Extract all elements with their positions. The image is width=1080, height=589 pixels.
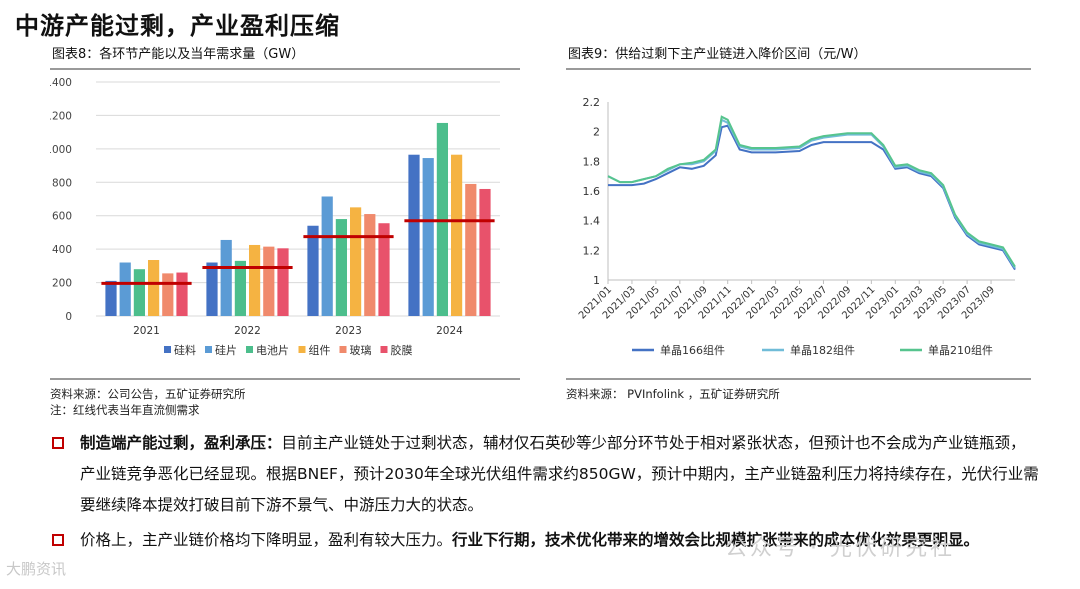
bar-组件 xyxy=(451,154,463,316)
x-tick-label: 2022 xyxy=(234,325,261,337)
bullet-text: 目前主产业链处于过剩状态，辅材仅石英砂等少部分环节处于相对紧张状态，但预计也不会… xyxy=(80,434,1039,514)
y-tick-label: 1.8 xyxy=(583,155,601,168)
series-line-单晶210组件 xyxy=(607,115,1016,268)
y-tick-label: 1.2 xyxy=(583,244,601,257)
bar-硅片 xyxy=(321,196,333,316)
bullet-lead: 制造端产能过剩，盈利承压： xyxy=(80,434,282,452)
series-line-单晶166组件 xyxy=(608,124,1016,271)
y-tick-label: 1400 xyxy=(50,77,72,89)
bar-组件 xyxy=(350,207,362,316)
x-tick-label: 2023 xyxy=(335,325,362,337)
page-title: 中游产能过剩，产业盈利压缩 xyxy=(15,12,340,40)
legend-label: 玻璃 xyxy=(350,343,372,357)
legend-swatch xyxy=(164,346,171,353)
y-tick-label: 1.6 xyxy=(583,185,601,198)
y-tick-label: 400 xyxy=(52,244,72,256)
y-tick-label: 800 xyxy=(52,177,72,189)
bar-硅料 xyxy=(307,225,319,316)
legend-swatch xyxy=(339,346,347,353)
bar-玻璃 xyxy=(263,246,275,316)
legend-swatch xyxy=(380,346,388,353)
legend-label: 硅料 xyxy=(174,343,196,357)
capacity-chart-source: 资料来源：公司公告，五矿证券研究所 xyxy=(50,387,246,401)
capacity-chart-footnotes: 资料来源：公司公告，五矿证券研究所 注：红线代表当年直流侧需求 xyxy=(50,378,520,418)
bar-硅片 xyxy=(422,158,434,316)
y-tick-label: 1.4 xyxy=(583,215,601,228)
x-tick-label: 2024 xyxy=(436,325,463,337)
series-line-单晶182组件 xyxy=(607,118,1016,269)
bullet-list: 制造端产能过剩，盈利承压：目前主产业链处于过剩状态，辅材仅石英砂等少部分环节处于… xyxy=(50,428,1040,556)
price-chart-footnotes: 资料来源： PVInfolink ，五矿证券研究所 xyxy=(566,378,1031,402)
bullet-tail: 行业下行期，技术优化带来的增效会比规模扩张带来的成本优化效果更明显。 xyxy=(452,531,980,549)
legend-label: 单晶210组件 xyxy=(928,343,993,357)
price-chart-panel: 图表9：供给过剩下主产业链进入降价区间（元/W） 1 1.2 1.4 1.6 1.8 2 2… xyxy=(566,44,1031,376)
watermark-right: 公众号 · 光伏研究社 xyxy=(725,536,955,561)
y-tick-label: 600 xyxy=(52,211,72,223)
legend-label: 组件 xyxy=(309,343,331,357)
bullet-marker xyxy=(52,437,64,449)
capacity-chart-note: 注：红线代表当年直流侧需求 xyxy=(50,403,200,417)
bar-胶膜 xyxy=(378,223,390,316)
y-tick-label: 200 xyxy=(52,278,72,290)
bar-硅片 xyxy=(119,262,131,316)
bar-组件 xyxy=(148,260,160,316)
legend-swatch xyxy=(298,346,306,353)
price-chart-source: 资料来源： PVInfolink ，五矿证券研究所 xyxy=(566,387,780,401)
bar-玻璃 xyxy=(162,273,174,316)
legend-label: 单晶166组件 xyxy=(660,343,725,357)
bar-硅料 xyxy=(105,280,117,316)
legend-label: 电池片 xyxy=(256,344,289,357)
bar-胶膜 xyxy=(176,272,188,316)
bar-胶膜 xyxy=(479,188,491,316)
y-tick-label: 1 xyxy=(593,274,600,287)
price-line-chart: 11.21.41.61.822.22021/012021/032021/0520… xyxy=(577,96,1016,357)
legend-swatch xyxy=(246,346,253,353)
bar-硅片 xyxy=(220,239,232,316)
legend-label: 单晶182组件 xyxy=(790,343,855,357)
y-tick-label: 0 xyxy=(65,311,72,323)
y-tick-label: 1000 xyxy=(50,144,72,156)
bullet-overcapacity: 制造端产能过剩，盈利承压：目前主产业链处于过剩状态，辅材仅石英砂等少部分环节处于… xyxy=(50,428,1040,521)
y-tick-label: 2.2 xyxy=(583,96,601,109)
bullet-text: 价格上，主产业链价格均下降明显，盈利有较大压力。 xyxy=(80,531,453,549)
bar-电池片 xyxy=(335,219,347,316)
bar-组件 xyxy=(249,244,261,316)
bullet-price: 价格上，主产业链价格均下降明显，盈利有较大压力。行业下行期，技术优化带来的增效会… xyxy=(50,525,1040,556)
watermark-left: 大鹏资讯 xyxy=(6,560,67,578)
legend-label: 胶膜 xyxy=(391,343,413,357)
legend-label: 硅片 xyxy=(215,344,237,357)
y-tick-label: 2 xyxy=(593,126,600,139)
bar-电池片 xyxy=(234,260,246,316)
price-chart-heading: 图表9：供给过剩下主产业链进入降价区间（元/W） xyxy=(566,44,1031,70)
bar-玻璃 xyxy=(364,214,376,316)
capacity-bar-chart: 0 200 400 600 800 1000 1200 1400 2021 2022 2023 202… xyxy=(45,77,500,357)
y-tick-label: 1200 xyxy=(50,110,72,122)
capacity-chart-heading: 图表8：各环节产能以及当年需求量（GW） xyxy=(50,44,520,70)
bar-电池片 xyxy=(133,269,145,316)
bar-玻璃 xyxy=(465,183,477,316)
bullet-marker xyxy=(52,534,64,546)
bar-硅料 xyxy=(206,262,218,316)
bar-胶膜 xyxy=(277,248,289,316)
bar-硅料 xyxy=(408,154,420,316)
capacity-chart-panel: 图表8：各环节产能以及当年需求量（GW） 0 200 400 600 800 1000 12… xyxy=(45,44,520,376)
legend-swatch xyxy=(205,346,212,353)
x-tick-label: 2021 xyxy=(133,325,160,337)
